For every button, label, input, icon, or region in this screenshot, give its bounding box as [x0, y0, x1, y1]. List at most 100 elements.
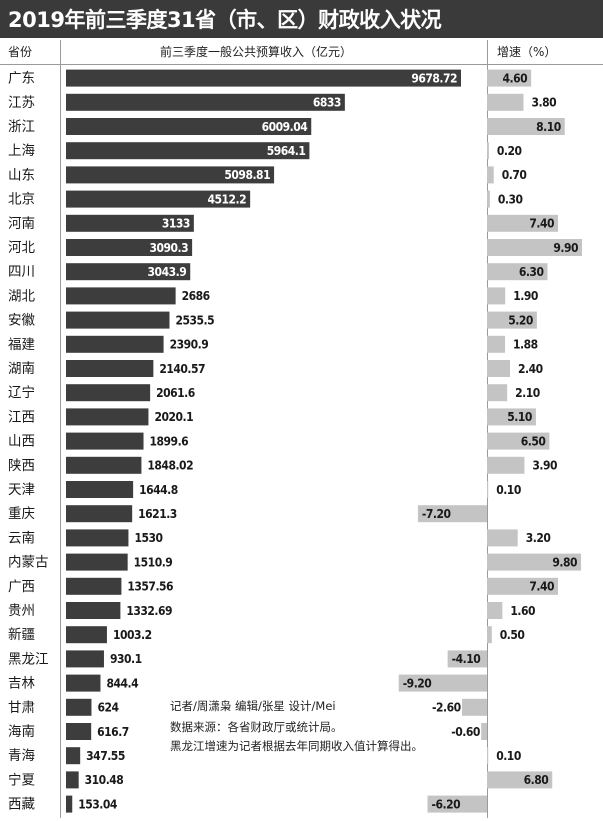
- province-label: 新疆: [8, 627, 35, 643]
- revenue-bar: [66, 166, 275, 184]
- header-divider: [0, 64, 603, 65]
- province-label: 山东: [8, 167, 35, 183]
- province-label: 内蒙古: [8, 555, 49, 571]
- revenue-bar: [66, 456, 142, 474]
- revenue-value-label: 2390.9: [170, 338, 209, 352]
- growth-value-label: 0.70: [502, 168, 527, 182]
- growth-bar: [487, 481, 489, 498]
- revenue-value-label: 1644.8: [139, 483, 178, 497]
- revenue-bar: [66, 674, 101, 692]
- revenue-bar: [66, 214, 194, 232]
- revenue-value-label: 930.1: [110, 652, 142, 666]
- revenue-value-label: 347.55: [86, 749, 125, 763]
- province-label: 北京: [8, 192, 35, 208]
- growth-bar: [427, 795, 487, 813]
- revenue-bar: [66, 553, 128, 571]
- revenue-bar: [66, 384, 151, 402]
- title-bar: 2019年前三季度31省（市、区）财政收入状况: [0, 0, 603, 38]
- province-label: 河北: [8, 240, 35, 256]
- province-label: 四川: [8, 264, 35, 280]
- growth-value-label: -0.60: [451, 725, 480, 739]
- revenue-bar: [66, 723, 92, 740]
- revenue-value-label: 310.48: [85, 773, 124, 787]
- province-label: 云南: [8, 530, 35, 546]
- growth-value-label: 6.30: [519, 265, 544, 279]
- province-label: 贵州: [8, 603, 35, 619]
- province-label: 湖北: [8, 288, 35, 304]
- province-label: 青海: [8, 748, 35, 764]
- revenue-value-label: 3090.3: [149, 241, 188, 255]
- revenue-value-label: 4512.2: [207, 192, 246, 206]
- revenue-value-label: 6009.04: [262, 120, 309, 134]
- growth-value-label: -2.60: [432, 701, 461, 715]
- growth-value-label: -6.20: [432, 797, 461, 811]
- revenue-bar: [66, 529, 129, 547]
- province-label: 浙江: [8, 119, 35, 135]
- growth-value-label: 0.10: [496, 749, 521, 763]
- chart-title: 2019年前三季度31省（市、区）财政收入状况: [8, 8, 442, 32]
- province-label: 福建: [8, 337, 35, 353]
- revenue-bar: [66, 335, 164, 353]
- growth-value-label: 6.80: [524, 773, 549, 787]
- growth-bar: [487, 602, 503, 619]
- growth-bar: [487, 142, 489, 160]
- revenue-bar: [66, 263, 191, 281]
- growth-bar: [487, 529, 518, 547]
- revenue-bar: [66, 577, 122, 595]
- growth-value-label: 8.10: [536, 120, 561, 134]
- province-label: 宁夏: [8, 771, 35, 788]
- growth-value-label: 7.40: [529, 217, 554, 231]
- province-label: 安徽: [8, 313, 35, 329]
- revenue-bar: [66, 239, 193, 256]
- revenue-value-label: 1003.2: [113, 628, 152, 642]
- revenue-value-label: 2686: [182, 289, 210, 303]
- growth-bar: [487, 118, 565, 135]
- revenue-bar: [66, 93, 345, 111]
- growth-bar: [487, 69, 532, 87]
- growth-bar: [487, 190, 490, 208]
- revenue-bar: [66, 650, 104, 668]
- growth-bar: [398, 674, 487, 692]
- growth-value-label: 6.50: [521, 434, 546, 448]
- growth-bar: [487, 432, 550, 450]
- revenue-bar: [66, 69, 461, 87]
- revenue-bar: [66, 142, 310, 160]
- growth-bar: [487, 553, 582, 571]
- revenue-value-label: 9678.72: [411, 71, 457, 85]
- growth-value-label: 1.60: [510, 604, 535, 618]
- growth-bar: [487, 577, 559, 595]
- province-label: 天津: [8, 482, 35, 498]
- revenue-bar: [66, 481, 134, 498]
- growth-bar: [487, 287, 506, 305]
- growth-bar: [487, 360, 511, 377]
- header-province: 省份: [8, 45, 33, 59]
- note-source: 数据来源：各省财政厅或统计局。: [170, 720, 343, 734]
- province-label: 河南: [8, 216, 35, 232]
- growth-bar: [487, 93, 524, 111]
- growth-value-label: -7.20: [422, 507, 451, 521]
- column-divider-left: [60, 40, 61, 818]
- growth-value-label: 3.80: [531, 96, 556, 110]
- growth-bar: [447, 650, 487, 668]
- province-label: 江苏: [8, 95, 35, 111]
- growth-bar: [417, 505, 487, 523]
- growth-bar: [487, 263, 548, 281]
- revenue-bar: [66, 771, 79, 789]
- revenue-value-label: 2020.1: [154, 410, 193, 424]
- revenue-value-label: 616.7: [97, 725, 129, 739]
- province-label: 吉林: [8, 676, 35, 692]
- growth-value-label: 5.20: [508, 313, 533, 327]
- growth-value-label: 3.20: [526, 531, 551, 545]
- header-growth: 增速（%）: [497, 45, 557, 59]
- province-label: 甘肃: [8, 700, 35, 716]
- revenue-bar: [66, 190, 251, 208]
- column-divider-right: [487, 40, 488, 818]
- revenue-bar: [66, 118, 312, 135]
- revenue-value-label: 2140.57: [159, 362, 205, 376]
- growth-bar: [487, 747, 489, 765]
- growth-bar: [487, 771, 553, 789]
- growth-bar: [487, 408, 536, 426]
- growth-value-label: 0.20: [497, 144, 522, 158]
- revenue-value-label: 3043.9: [148, 265, 187, 279]
- growth-bar: [481, 723, 487, 740]
